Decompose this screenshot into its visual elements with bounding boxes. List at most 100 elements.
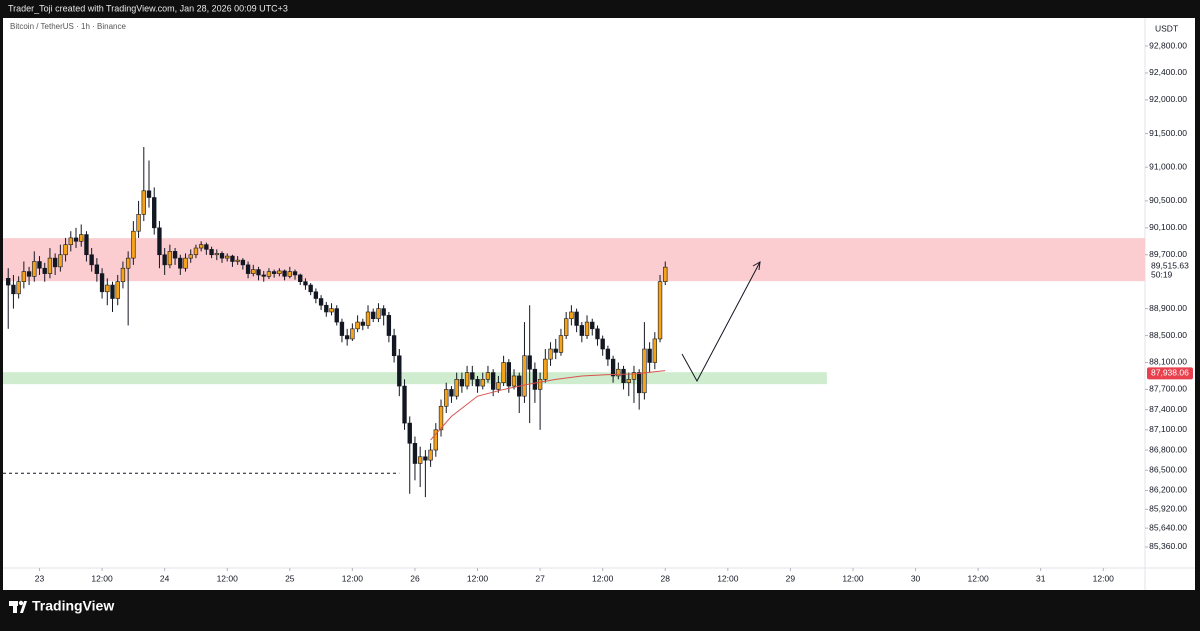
candle-body [642,348,647,394]
candle-body [63,244,68,256]
candle-body [449,389,454,397]
candle-body [183,257,188,269]
x-tick-label: 31 [1036,573,1046,583]
logo-dot [18,600,24,606]
candle-body [657,281,663,340]
x-tick-label: 24 [160,573,170,583]
candle-body [287,271,292,277]
candle-body [99,273,105,293]
indicator-line [430,370,666,441]
candle-body [381,308,386,316]
candle-body [198,244,204,249]
candle-body [371,311,376,320]
candle-body [21,271,27,282]
x-tick-label: 12:00 [842,573,864,583]
candle-body [256,269,261,276]
candle-body [339,321,345,336]
candle-body [402,385,407,424]
candle-body [543,358,548,380]
candle-body [125,257,131,269]
candle-body [438,405,444,431]
candle-body [365,311,371,326]
x-tick-label: 28 [661,573,671,583]
x-tick-label: 30 [911,573,921,583]
candle-body [574,311,579,326]
x-tick-label: 23 [35,573,45,583]
candle-body [579,325,584,336]
candle-body [428,449,433,461]
candle-body [407,422,412,444]
candle-body [355,321,360,330]
candle-body [475,379,480,387]
candle-body [162,254,167,266]
candle-body [308,284,313,293]
candle-body [94,264,100,274]
candle-body [584,321,590,336]
candle-body [298,274,303,282]
candle-body [329,308,334,313]
candle-body [417,456,423,464]
candle-body [152,197,157,229]
marker-price-box [1147,367,1193,380]
candle-body [480,379,485,387]
marker-price-label: 87,938.06 [1151,368,1189,378]
candle-body [193,247,199,256]
candle-body [282,270,287,277]
candle-body [537,379,543,390]
candle-body [626,379,631,383]
x-tick-label: 12:00 [592,573,614,583]
candle-body [251,269,256,274]
y-tick-label: 88,500.00 [1149,330,1187,340]
candle-body [230,255,235,262]
candle-body [84,234,89,256]
candle-body [37,261,42,269]
candle-body [501,362,506,383]
candle-body [454,379,459,397]
candle-body [52,257,58,268]
candle-body [532,368,538,390]
candle-body [590,321,595,330]
y-tick-label: 85,640.00 [1149,522,1187,532]
candle-body [600,338,605,350]
candle-body [157,227,162,256]
zone [3,238,1145,282]
candle-body [32,261,37,277]
y-tick-label: 88,100.00 [1149,357,1187,367]
zone [3,372,827,385]
candle-body [459,379,465,387]
candle-body [616,368,621,377]
candle-body [277,270,282,274]
projection-arrow [681,261,761,383]
candle-body [464,372,470,387]
candle-body [115,281,120,299]
countdown-label: 50:19 [1151,269,1173,279]
candle-body [105,284,110,293]
candle-body [564,318,569,336]
candle-body [167,251,173,266]
candle-body [610,358,616,377]
x-tick-label: 12:00 [342,573,364,583]
candle-body [131,230,136,259]
y-tick-label: 91,000.00 [1149,161,1187,171]
candle-body [225,255,230,259]
x-tick-label: 25 [285,573,295,583]
y-tick-label: 86,800.00 [1149,444,1187,454]
x-tick-label: 29 [786,573,796,583]
y-tick-label: 85,920.00 [1149,504,1187,514]
y-tick-label: 87,100.00 [1149,424,1187,434]
x-tick-label: 12:00 [717,573,739,583]
candle-body [318,298,324,306]
candle-body [47,257,53,274]
candle-body [303,281,308,286]
candle-body [506,362,511,387]
y-tick-label: 92,000.00 [1149,94,1187,104]
candle-body [637,372,642,394]
candle-body [631,372,637,380]
candle-body [350,328,355,340]
x-tick-label: 12:00 [91,573,113,583]
candle-body [490,372,496,390]
candle-body [172,251,178,259]
candle-body [485,372,491,380]
candle-body [433,429,438,451]
candle-body [136,214,141,232]
